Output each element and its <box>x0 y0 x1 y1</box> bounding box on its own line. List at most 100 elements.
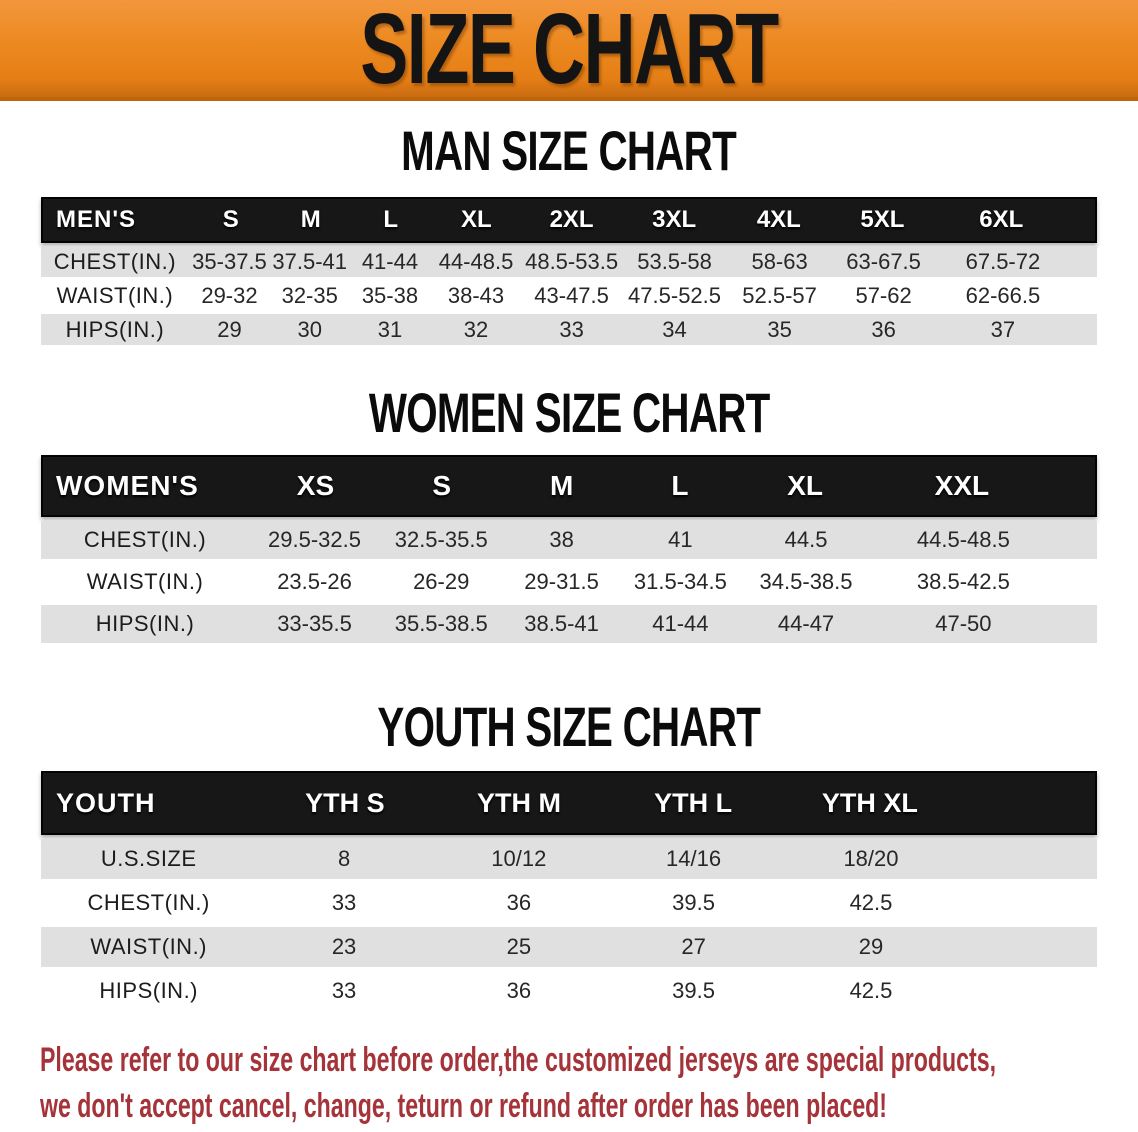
cell-value: 25 <box>506 934 532 959</box>
cell-value: 35-38 <box>361 282 419 308</box>
row-label: HIPS(IN.) <box>99 978 199 1003</box>
cell-value: 67.5-72 <box>965 248 1041 274</box>
row-label: WAIST(IN.) <box>86 569 204 594</box>
footer-note: Please refer to our size chart before or… <box>40 1037 1138 1129</box>
cell-value: 36 <box>871 316 896 342</box>
cell-value: 32-35 <box>281 282 338 308</box>
column-header: S <box>222 206 239 233</box>
cell-value: 37.5-41 <box>272 248 348 274</box>
table-row: U.S.SIZE 8 10/12 14/16 18/20 <box>41 839 1097 879</box>
banner-title: SIZE CHART <box>360 0 779 105</box>
cell-value: 36 <box>506 978 532 1003</box>
cell-value: 38.5-41 <box>524 611 599 636</box>
cell-value: 29 <box>217 316 242 342</box>
table-row: CHEST(IN.) 33 36 39.5 42.5 <box>41 883 1097 923</box>
cell-value: 23.5-26 <box>277 569 352 594</box>
column-header: 6XL <box>979 206 1024 233</box>
heading-text: YOUTH SIZE CHART <box>377 695 761 758</box>
cell-value: 43-47.5 <box>534 282 609 308</box>
size-chart-banner: SIZE CHART <box>0 0 1138 101</box>
cell-value: 58-63 <box>751 248 808 274</box>
table-row: CHEST(IN.) 29.5-32.5 32.5-35.5 38 41 44.5 44.5… <box>41 521 1097 559</box>
section-men: MAN SIZE CHART MEN'S S M L XL 2XL 3XL 4XL 5XL 6XL… <box>0 123 1138 345</box>
cell-value: 31.5-34.5 <box>633 569 727 594</box>
column-header: YTH L <box>654 787 733 818</box>
cell-value: 41-44 <box>652 611 709 636</box>
cell-value: 44.5 <box>784 527 828 552</box>
footer-note-line-2: we don't accept cancel, change, teturn o… <box>40 1087 888 1125</box>
heading-text: WOMEN SIZE CHART <box>368 381 770 444</box>
cell-value: 41-44 <box>361 248 419 274</box>
column-header: 2XL <box>549 206 594 233</box>
table-row: HIPS(IN.) 33 36 39.5 42.5 <box>41 971 1097 1011</box>
row-label: HIPS(IN.) <box>95 611 195 636</box>
cell-value: 29 <box>858 934 884 959</box>
cell-value: 35-37.5 <box>192 248 267 274</box>
row-label: CHEST(IN.) <box>87 890 210 915</box>
footer-note-line-1: Please refer to our size chart before or… <box>40 1041 996 1079</box>
cell-value: 39.5 <box>672 978 715 1003</box>
column-header: L <box>383 206 398 233</box>
table-header-bar: YOUTH YTH S YTH M YTH L YTH XL <box>41 771 1097 835</box>
cell-value: 47.5-52.5 <box>628 282 722 308</box>
heading-man-size-chart: MAN SIZE CHART <box>0 123 1138 179</box>
row-label: HIPS(IN.) <box>65 316 165 342</box>
cell-value: 38.5-42.5 <box>916 569 1010 594</box>
cell-value: 27 <box>681 934 706 959</box>
cell-value: 36 <box>506 890 532 915</box>
cell-value: 29-32 <box>201 282 258 308</box>
cell-value: 10/12 <box>491 846 547 871</box>
cell-value: 47-50 <box>935 611 992 636</box>
cell-value: 8 <box>337 846 351 871</box>
column-header: M <box>300 206 321 233</box>
table-row: HIPS(IN.) 33-35.5 35.5-38.5 38.5-41 41-44 44-… <box>41 605 1097 643</box>
cell-value: 37 <box>990 316 1016 342</box>
table-row: WAIST(IN.) 29-32 32-35 35-38 38-43 43-47.5 47.… <box>41 280 1097 311</box>
cell-value: 63-67.5 <box>846 248 921 274</box>
cell-value: 44-47 <box>777 611 835 636</box>
column-header: YTH M <box>477 787 561 818</box>
table-row: CHEST(IN.) 35-37.5 37.5-41 41-44 44-48.5 48.5… <box>41 246 1097 277</box>
group-label: WOMEN'S <box>56 470 199 501</box>
cell-value: 29-31.5 <box>524 569 599 594</box>
cell-value: 44.5-48.5 <box>916 527 1010 552</box>
row-label: WAIST(IN.) <box>56 282 174 308</box>
heading-youth-size-chart: YOUTH SIZE CHART <box>0 699 1138 755</box>
table-row: WAIST(IN.) 23 25 27 29 <box>41 927 1097 967</box>
cell-value: 33-35.5 <box>277 611 352 636</box>
cell-value: 18/20 <box>843 846 899 871</box>
section-youth: YOUTH SIZE CHART YOUTH YTH S YTH M YTH L YTH… <box>0 699 1138 1011</box>
column-header: S <box>432 470 452 501</box>
column-header: XL <box>787 470 824 501</box>
cell-value: 42.5 <box>849 978 893 1003</box>
cell-value: 39.5 <box>672 890 715 915</box>
heading-text: MAN SIZE CHART <box>401 119 738 182</box>
column-header: XS <box>296 470 335 501</box>
cell-value: 44-48.5 <box>438 248 514 274</box>
cell-value: 32.5-35.5 <box>394 527 488 552</box>
table-header-bar: WOMEN'S XS S M L XL XXL <box>41 455 1097 517</box>
cell-value: 33 <box>331 890 357 915</box>
table-header-bar: MEN'S S M L XL 2XL 3XL 4XL 5XL 6XL <box>41 197 1097 243</box>
cell-value: 29.5-32.5 <box>268 527 361 552</box>
column-header: 5XL <box>860 206 905 233</box>
row-label: CHEST(IN.) <box>83 527 207 552</box>
column-header: YTH S <box>305 787 385 818</box>
cell-value: 14/16 <box>666 846 722 871</box>
cell-value: 38 <box>549 527 574 552</box>
column-header: 3XL <box>652 206 697 233</box>
cell-value: 26-29 <box>413 569 470 594</box>
column-header: M <box>549 470 574 501</box>
column-header: YTH XL <box>821 787 918 818</box>
cell-value: 30 <box>297 316 322 342</box>
cell-value: 62-66.5 <box>965 282 1041 308</box>
column-header: L <box>671 470 689 501</box>
women-size-table: WOMEN'S XS S M L XL XXL CHEST(IN.) 29.5-32.5 32.5… <box>41 455 1097 643</box>
cell-value: 48.5-53.5 <box>525 248 619 274</box>
cell-value: 42.5 <box>849 890 893 915</box>
cell-value: 33 <box>559 316 584 342</box>
table-row: HIPS(IN.) 29 30 31 32 33 34 35 36 37 <box>41 314 1097 345</box>
cell-value: 23 <box>331 934 357 959</box>
cell-value: 33 <box>331 978 357 1003</box>
cell-value: 53.5-58 <box>637 248 712 274</box>
